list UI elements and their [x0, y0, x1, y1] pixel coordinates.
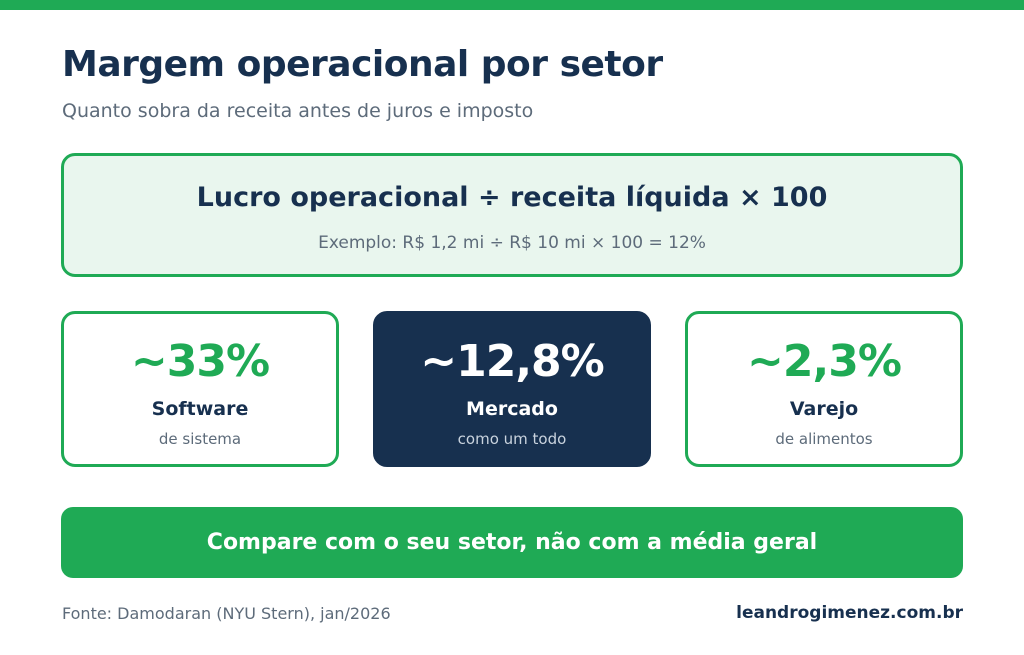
card-sublabel: como um todo: [457, 430, 567, 448]
cta-banner: Compare com o seu setor, não com a média…: [61, 507, 963, 578]
card-sublabel: de alimentos: [775, 430, 873, 448]
card-value: ~33%: [130, 336, 270, 387]
formula-example: Exemplo: R$ 1,2 mi ÷ R$ 10 mi × 100 = 12…: [318, 233, 706, 253]
site-link[interactable]: leandrogimenez.com.br: [736, 603, 963, 623]
card-software: ~33% Software de sistema: [61, 311, 339, 467]
card-sublabel: de sistema: [158, 430, 242, 448]
card-label: Software: [151, 398, 249, 420]
formula-box: Lucro operacional ÷ receita líquida × 10…: [61, 153, 963, 277]
card-label: Varejo: [789, 398, 859, 420]
card-mercado: ~12,8% Mercado como um todo: [373, 311, 651, 467]
top-accent-bar: [0, 0, 1024, 10]
source-note: Fonte: Damodaran (NYU Stern), jan/2026: [62, 604, 391, 623]
page-title: Margem operacional por setor: [62, 44, 663, 85]
formula-text: Lucro operacional ÷ receita líquida × 10…: [196, 182, 828, 213]
card-label: Mercado: [466, 398, 558, 420]
card-value: ~2,3%: [747, 336, 902, 387]
page-subtitle: Quanto sobra da receita antes de juros e…: [62, 100, 534, 122]
card-varejo: ~2,3% Varejo de alimentos: [685, 311, 963, 467]
card-value: ~12,8%: [420, 336, 605, 387]
